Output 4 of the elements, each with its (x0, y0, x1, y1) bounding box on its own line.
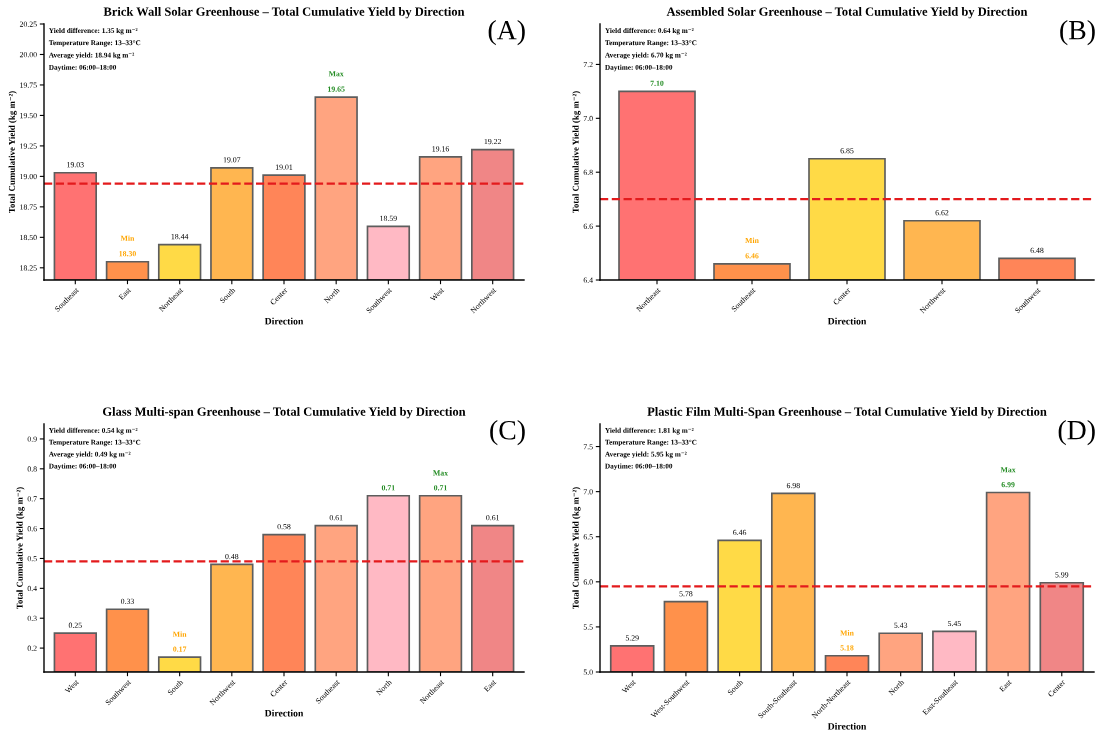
annotation: (A) (488, 20, 525, 46)
annotation: (D) (1058, 420, 1095, 446)
annotation: (C) (490, 420, 525, 446)
annotation: (B) (1060, 20, 1095, 46)
